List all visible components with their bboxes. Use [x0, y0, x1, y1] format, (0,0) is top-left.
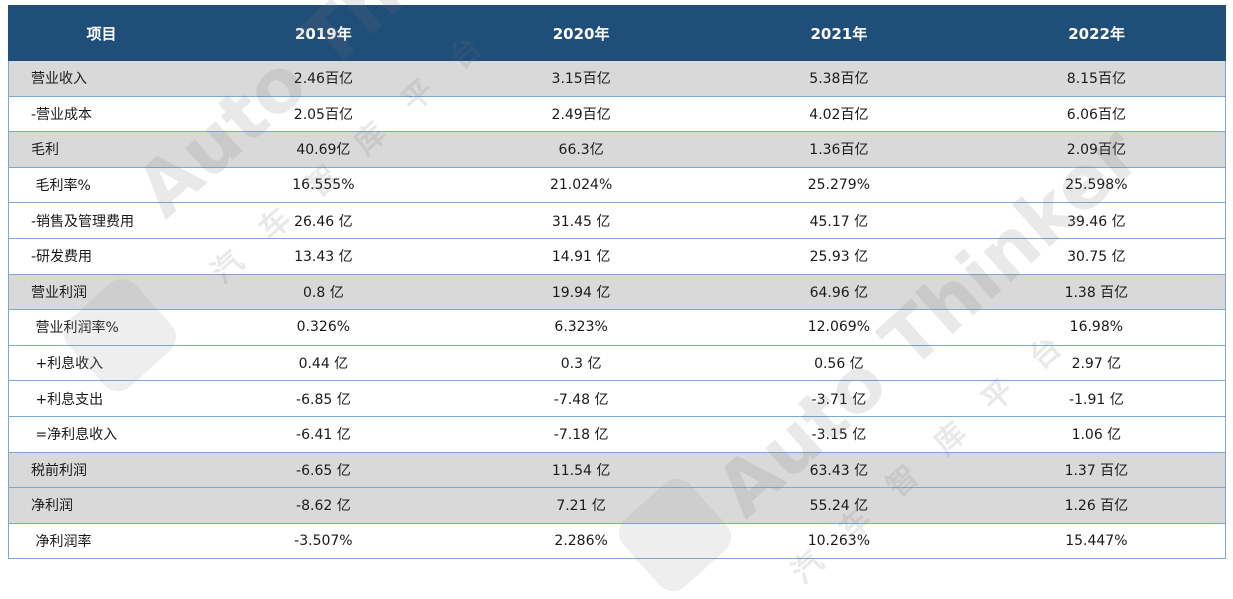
table-cell: -7.48 亿 [452, 380, 710, 417]
table-cell: 40.69亿 [194, 131, 453, 168]
row-label: 毛利 [8, 131, 195, 168]
table-row: 毛利 40.69亿 66.3亿 1.36百亿 2.09百亿 [8, 131, 1226, 168]
table-row: 营业收入 2.46百亿 3.15百亿 5.38百亿 8.15百亿 [8, 60, 1226, 97]
table-row: 净利润率 -3.507% 2.286% 10.263% 15.447% [8, 522, 1226, 560]
table-cell: 64.96 亿 [710, 273, 968, 311]
table-header-row: 项目 2019年 2020年 2021年 2022年 [8, 5, 1226, 61]
table-cell: 2.97 亿 [967, 344, 1226, 382]
table-cell: 0.56 亿 [710, 344, 968, 382]
header-2021: 2021年 [709, 5, 969, 61]
table-row: -研发费用 13.43 亿 14.91 亿 25.93 亿 30.75 亿 [8, 237, 1226, 275]
table-cell: 8.15百亿 [967, 60, 1226, 97]
row-label: +利息支出 [8, 380, 195, 417]
table-cell: 16.555% [194, 166, 453, 204]
table-cell: 1.26 百亿 [967, 487, 1226, 524]
table-cell: 2.09百亿 [967, 131, 1226, 168]
table-row: 营业利润率% 0.326% 6.323% 12.069% 16.98% [8, 309, 1226, 346]
table-cell: 1.36百亿 [710, 131, 968, 168]
table-cell: -6.85 亿 [194, 380, 453, 417]
table-cell: -3.15 亿 [710, 415, 968, 453]
table-cell: 0.3 亿 [452, 344, 710, 382]
table-cell: -1.91 亿 [967, 380, 1226, 417]
header-2022: 2022年 [967, 5, 1226, 61]
table-cell: 6.323% [452, 309, 710, 346]
table-cell: 55.24 亿 [710, 487, 968, 524]
table-cell: 16.98% [967, 309, 1226, 346]
table-cell: 1.38 百亿 [967, 273, 1226, 311]
table-cell: 25.598% [967, 166, 1226, 204]
table-cell: 2.49百亿 [452, 95, 710, 133]
row-label: =净利息收入 [8, 415, 195, 453]
table-cell: 6.06百亿 [967, 95, 1226, 133]
table-cell: -3.71 亿 [710, 380, 968, 417]
table-cell: 66.3亿 [452, 131, 710, 168]
table-cell: 25.93 亿 [710, 237, 968, 275]
table-row: 净利润 -8.62 亿 7.21 亿 55.24 亿 1.26 百亿 [8, 487, 1226, 524]
row-label: 营业收入 [8, 60, 195, 97]
table-row: -销售及管理费用 26.46 亿 31.45 亿 45.17 亿 39.46 亿 [8, 202, 1226, 239]
table-cell: 31.45 亿 [452, 202, 710, 239]
header-2019: 2019年 [194, 5, 453, 61]
table-cell: 19.94 亿 [452, 273, 710, 311]
table-row: +利息支出 -6.85 亿 -7.48 亿 -3.71 亿 -1.91 亿 [8, 380, 1226, 417]
row-label: 净利润率 [8, 522, 195, 560]
row-label: -营业成本 [8, 95, 195, 133]
table-row: 税前利润 -6.65 亿 11.54 亿 63.43 亿 1.37 百亿 [8, 451, 1226, 489]
table-row: +利息收入 0.44 亿 0.3 亿 0.56 亿 2.97 亿 [8, 344, 1226, 382]
table-cell: -6.65 亿 [194, 451, 453, 489]
row-label: 净利润 [8, 487, 195, 524]
table-cell: 1.37 百亿 [967, 451, 1226, 489]
table-body: 营业收入 2.46百亿 3.15百亿 5.38百亿 8.15百亿 -营业成本 2.05百亿 2… [8, 60, 1226, 560]
row-label: -研发费用 [8, 237, 195, 275]
row-label: 营业利润率% [8, 309, 195, 346]
table-cell: 3.15百亿 [452, 60, 710, 97]
table-row: 毛利率% 16.555% 21.024% 25.279% 25.598% [8, 166, 1226, 204]
table-cell: 4.02百亿 [710, 95, 968, 133]
row-label: 毛利率% [8, 166, 195, 204]
table-cell: 0.8 亿 [194, 273, 453, 311]
table-cell: 11.54 亿 [452, 451, 710, 489]
table-cell: 45.17 亿 [710, 202, 968, 239]
table-cell: -6.41 亿 [194, 415, 453, 453]
table-cell: 2.286% [452, 522, 710, 560]
financial-table-container: 项目 2019年 2020年 2021年 2022年 营业收入 2.46百亿 3.1… [8, 5, 1226, 560]
financial-table: 项目 2019年 2020年 2021年 2022年 营业收入 2.46百亿 3.1… [8, 5, 1226, 560]
row-label: -销售及管理费用 [8, 202, 195, 239]
table-cell: -8.62 亿 [194, 487, 453, 524]
table-row: =净利息收入 -6.41 亿 -7.18 亿 -3.15 亿 1.06 亿 [8, 415, 1226, 453]
table-cell: 21.024% [452, 166, 710, 204]
table-cell: 25.279% [710, 166, 968, 204]
table-cell: 39.46 亿 [967, 202, 1226, 239]
row-label: 营业利润 [8, 273, 195, 311]
table-cell: 10.263% [710, 522, 968, 560]
table-cell: -7.18 亿 [452, 415, 710, 453]
table-cell: 30.75 亿 [967, 237, 1226, 275]
table-cell: 1.06 亿 [967, 415, 1226, 453]
table-cell: 0.326% [194, 309, 453, 346]
table-cell: 26.46 亿 [194, 202, 453, 239]
table-cell: 15.447% [967, 522, 1226, 560]
table-cell: 63.43 亿 [710, 451, 968, 489]
table-cell: 2.46百亿 [194, 60, 453, 97]
table-cell: 13.43 亿 [194, 237, 453, 275]
table-cell: -3.507% [194, 522, 453, 560]
header-item: 项目 [8, 5, 195, 61]
header-2020: 2020年 [451, 5, 711, 61]
table-cell: 14.91 亿 [452, 237, 710, 275]
table-cell: 2.05百亿 [194, 95, 453, 133]
table-cell: 0.44 亿 [194, 344, 453, 382]
table-cell: 7.21 亿 [452, 487, 710, 524]
table-row: 营业利润 0.8 亿 19.94 亿 64.96 亿 1.38 百亿 [8, 273, 1226, 311]
table-row: -营业成本 2.05百亿 2.49百亿 4.02百亿 6.06百亿 [8, 95, 1226, 133]
table-cell: 12.069% [710, 309, 968, 346]
row-label: 税前利润 [8, 451, 195, 489]
table-cell: 5.38百亿 [710, 60, 968, 97]
